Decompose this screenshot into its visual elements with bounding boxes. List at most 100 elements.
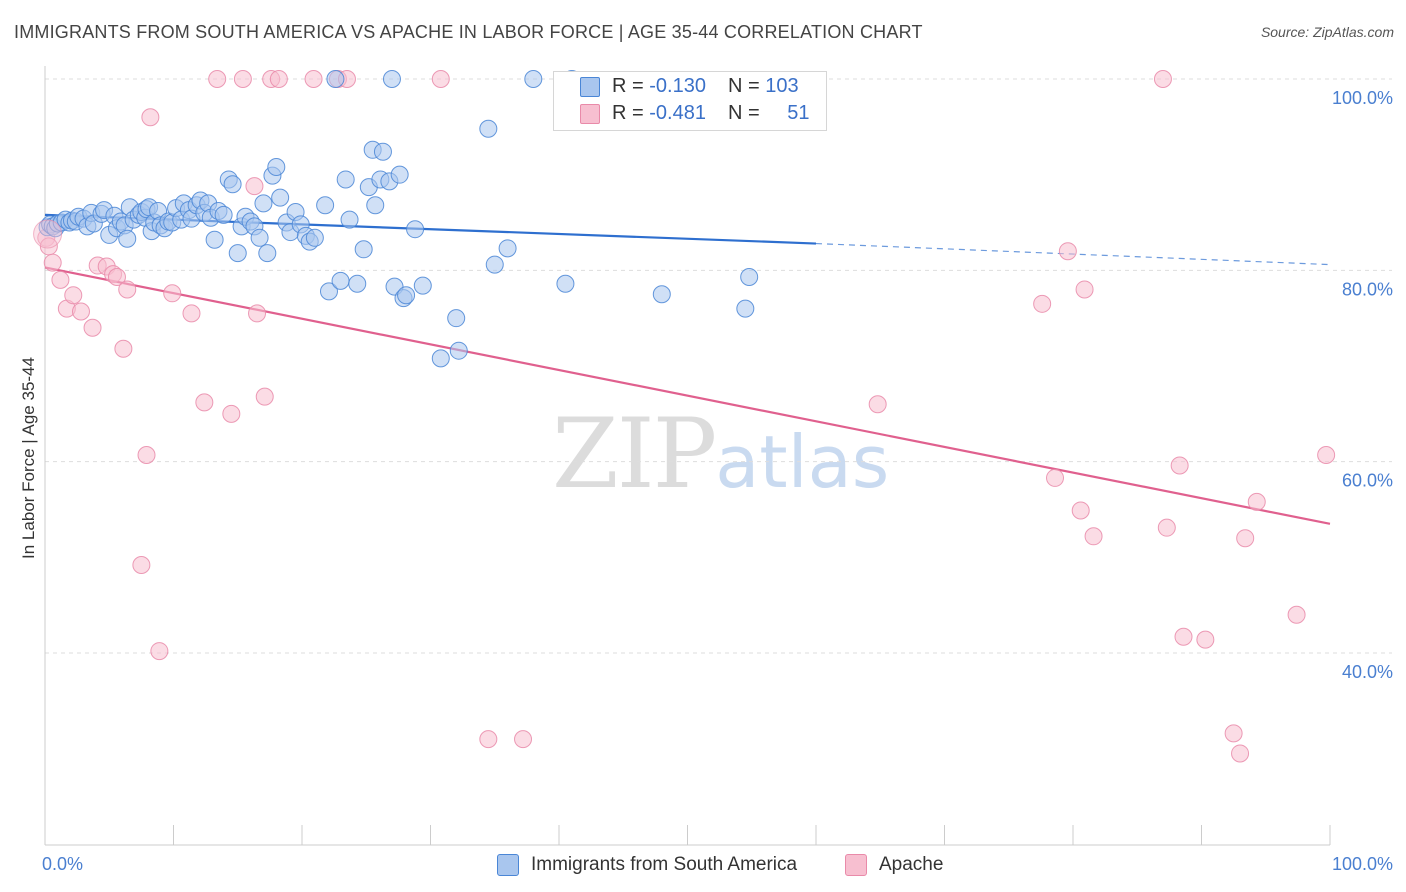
- point-apache: [304, 70, 323, 88]
- point-south-america: [736, 299, 755, 318]
- point-apache: [255, 387, 274, 406]
- point-apache: [479, 730, 498, 749]
- tick-labels: 40.0% 60.0% 80.0% 100.0% 0.0% 100.0% In Labor …: [19, 88, 1393, 874]
- point-south-america: [413, 276, 432, 295]
- point-apache: [1224, 724, 1243, 743]
- point-south-america: [205, 230, 224, 249]
- point-south-america: [228, 244, 247, 263]
- point-south-america: [258, 244, 277, 263]
- point-south-america: [556, 274, 575, 293]
- point-apache: [141, 108, 160, 127]
- point-south-america: [373, 142, 392, 161]
- watermark: ZIPatlas: [552, 398, 889, 510]
- point-apache: [118, 280, 137, 299]
- point-south-america: [316, 196, 335, 215]
- trend-line-apache: [44, 266, 1331, 525]
- legend-n-value: 51: [787, 101, 810, 124]
- point-apache: [1287, 605, 1306, 624]
- point-south-america: [348, 274, 367, 293]
- point-apache: [1236, 529, 1255, 548]
- legend-n-value: 103: [765, 74, 799, 97]
- point-apache: [245, 177, 264, 196]
- point-apache: [868, 395, 887, 414]
- watermark-zip: ZIP: [552, 398, 717, 510]
- point-apache: [1317, 445, 1336, 464]
- point-apache: [514, 730, 533, 749]
- point-south-america: [382, 70, 401, 88]
- point-south-america: [397, 286, 416, 305]
- legend-label-apache: Apache: [879, 854, 944, 875]
- axes: [44, 66, 1331, 846]
- point-south-america: [118, 229, 137, 248]
- point-south-america: [254, 194, 273, 213]
- point-south-america: [271, 188, 290, 207]
- legend-swatch-blue: [497, 854, 519, 876]
- series-legend-pink: Apache: [845, 852, 943, 878]
- source-label: Source: ZipAtlas.com: [1260, 24, 1394, 40]
- point-apache: [1231, 744, 1250, 763]
- point-apache: [1170, 456, 1189, 475]
- point-south-america: [267, 158, 286, 177]
- point-south-america: [354, 240, 373, 259]
- legend-r-label: R =: [612, 74, 650, 97]
- point-south-america: [319, 282, 338, 301]
- legend-r-value: -0.130: [649, 74, 706, 97]
- point-south-america: [431, 349, 450, 368]
- legend-r-value: -0.481: [649, 101, 706, 124]
- point-apache: [1196, 630, 1215, 649]
- legend-swatch-pink: [580, 104, 600, 124]
- point-apache: [163, 284, 182, 303]
- point-south-america: [326, 70, 345, 88]
- point-apache: [33, 219, 63, 249]
- x-tick-label: 0.0%: [42, 854, 83, 874]
- point-apache: [233, 70, 252, 88]
- point-apache: [114, 339, 133, 358]
- point-apache: [1084, 527, 1103, 546]
- point-apache: [1157, 518, 1176, 537]
- point-south-america: [340, 210, 359, 229]
- point-south-america: [447, 309, 466, 328]
- legend-swatch-pink: [845, 854, 867, 876]
- point-apache: [182, 304, 201, 323]
- point-south-america: [331, 271, 350, 290]
- point-south-america: [223, 175, 242, 194]
- legend-row-blue: R = -0.130 N = 103: [612, 73, 799, 99]
- point-apache: [431, 70, 450, 88]
- point-apache: [1153, 70, 1172, 88]
- y-axis-label: In Labor Force | Age 35-44: [19, 357, 38, 559]
- legend-label-south-america: Immigrants from South America: [531, 854, 798, 875]
- point-south-america: [336, 170, 355, 189]
- legend-swatch-blue: [580, 77, 600, 97]
- point-apache: [132, 555, 151, 574]
- point-south-america: [498, 239, 517, 258]
- point-apache: [269, 70, 288, 88]
- point-apache: [222, 404, 241, 423]
- point-south-america: [479, 119, 498, 138]
- point-apache: [208, 70, 227, 88]
- grid-lines: [45, 78, 1392, 654]
- point-apache: [1174, 627, 1193, 646]
- point-apache: [64, 286, 83, 305]
- chart-title: IMMIGRANTS FROM SOUTH AMERICA VS APACHE …: [14, 22, 923, 42]
- y-tick-label: 100.0%: [1332, 88, 1393, 108]
- point-apache: [83, 318, 102, 337]
- point-apache: [43, 253, 62, 272]
- point-south-america: [485, 255, 504, 274]
- point-apache: [1033, 294, 1052, 313]
- legend-n-label: N =: [727, 101, 766, 124]
- point-apache: [1058, 242, 1077, 261]
- y-tick-label: 80.0%: [1342, 279, 1393, 299]
- point-apache: [107, 268, 126, 287]
- point-apache: [137, 445, 156, 464]
- legend-r-label: R =: [612, 101, 650, 124]
- y-tick-label: 40.0%: [1342, 662, 1393, 682]
- point-south-america: [449, 341, 468, 360]
- point-apache: [1071, 501, 1090, 520]
- point-apache: [51, 270, 70, 289]
- series-legend-blue: Immigrants from South America: [497, 852, 797, 878]
- point-apache: [248, 304, 267, 323]
- legend-n-label: N =: [727, 74, 766, 97]
- data-points: [33, 70, 1336, 763]
- point-south-america: [524, 70, 543, 88]
- point-south-america: [366, 196, 385, 215]
